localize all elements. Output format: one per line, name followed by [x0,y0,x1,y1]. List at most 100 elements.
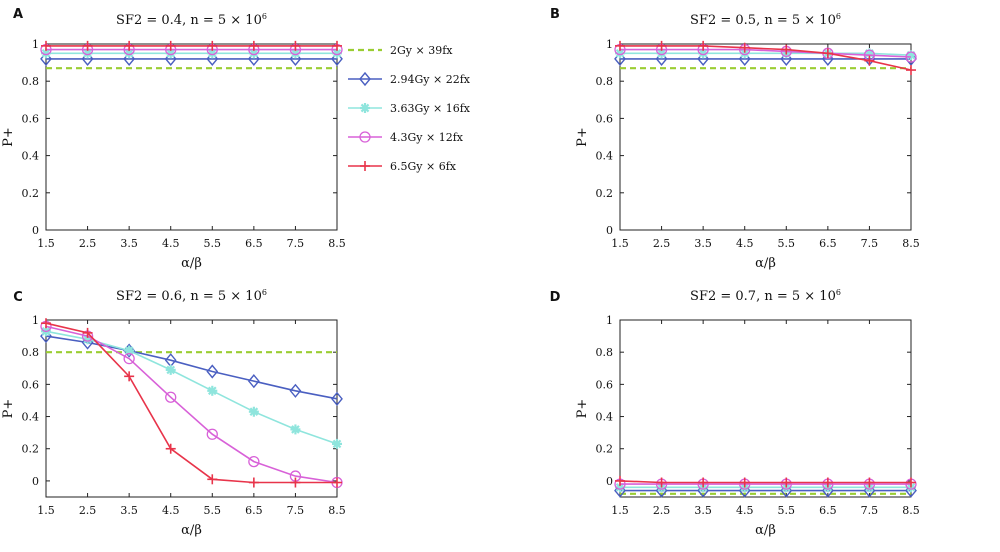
x-tick-label: 3.5 [120,504,138,517]
data-point [290,477,301,488]
series-line [619,480,911,484]
data-point [165,40,176,51]
x-tick-label: 7.5 [861,504,879,517]
x-tick-label: 6.5 [245,237,263,250]
x-tick-label: 4.5 [736,504,754,517]
chart-title: SF2 = 0.7, n = 5 × 106 [690,288,841,304]
plot-frame [619,43,912,231]
panel-letter: C [13,290,23,305]
data-point [906,477,916,488]
x-tick-label: 2.5 [653,237,671,250]
data-point [698,477,709,488]
legend-item: 2Gy × 39fx [348,44,453,57]
y-tick-label: 0.2 [22,443,40,456]
data-point [248,455,260,468]
x-tick-label: 8.5 [902,237,920,250]
x-tick-label: 1.5 [611,504,629,517]
x-axis-label: α/β [755,523,776,538]
series-6-5gy [615,475,916,488]
plot-frame [45,319,338,498]
x-axis-label: α/β [755,256,776,271]
x-tick-label: 7.5 [287,504,305,517]
x-tick-label: 5.5 [204,237,222,250]
x-tick-label: 6.5 [245,504,263,517]
data-point [165,391,177,403]
y-tick-label: 0.4 [22,150,40,163]
series-line [620,48,912,58]
chart-title-sup: 6 [262,12,267,21]
data-point [41,40,51,51]
chart-title-main: SF2 = 0.4, n = 5 × 10 [116,13,262,28]
chart-title-main: SF2 = 0.7, n = 5 × 10 [690,289,836,304]
data-point [656,477,667,488]
y-tick-label: 0.4 [22,411,40,424]
x-tick-label: 7.5 [861,237,879,250]
plot-frame [619,319,912,498]
data-point [906,65,916,76]
chart-title: SF2 = 0.6, n = 5 × 106 [116,288,267,304]
data-point [248,40,259,51]
data-point [864,55,875,66]
data-point [124,371,135,382]
data-point [781,44,792,55]
y-tick-label: 0.6 [596,378,614,391]
data-point [82,327,93,338]
x-tick-label: 2.5 [79,504,97,517]
data-point [206,364,219,379]
y-tick-label: 0.4 [596,150,614,163]
data-point [41,318,51,329]
y-tick-label: 0.4 [596,411,614,424]
data-point [207,474,218,485]
x-tick-label: 3.5 [694,504,712,517]
chart-title-main: SF2 = 0.6, n = 5 × 10 [116,289,262,304]
data-point [332,438,342,449]
x-axis-label: α/β [181,523,202,538]
y-tick-label: 0.2 [596,443,614,456]
y-tick-label: 1 [32,38,39,51]
data-point [864,477,875,488]
y-axis-label: P+ [575,127,590,147]
data-point [332,40,342,51]
legend-label: 3.63Gy × 16fx [390,102,471,115]
x-tick-label: 5.5 [778,237,796,250]
x-tick-label: 8.5 [328,504,346,517]
panel-letter: B [550,7,560,22]
x-tick-label: 1.5 [37,504,55,517]
x-tick-label: 5.5 [204,504,222,517]
series-line [620,45,912,71]
panel-c: C SF2 = 0.6, n = 5 × 106 0 0.2 0.4 0.6 0.8 1 1.5… [1,288,346,538]
data-point [123,352,135,365]
panel-b: B SF2 = 0.5, n = 5 × 106 0 0.2 0.4 0.6 0.8 1 1.5… [550,7,920,271]
x-tick-label: 1.5 [611,237,629,250]
x-tick-label: 6.5 [819,504,837,517]
y-tick-label: 1 [32,314,39,327]
panel-letter: D [550,290,561,305]
x-tick-label: 5.5 [778,504,796,517]
y-tick-label: 0.2 [22,187,40,200]
y-axis-label: P+ [1,127,16,147]
data-point [781,477,792,488]
data-point [332,477,342,488]
y-tick-label: 0 [606,475,613,488]
x-tick-label: 8.5 [328,237,346,250]
data-point [822,48,833,59]
legend-marker [359,131,371,143]
data-point [290,40,301,51]
series-6-5gy [41,318,342,488]
legend-label: 6.5Gy × 6fx [390,160,457,173]
data-point [82,40,93,51]
y-axis-label: P+ [575,399,590,419]
y-tick-label: 0.8 [596,75,614,88]
data-point [656,40,667,51]
legend-label: 4.3Gy × 12fx [390,131,464,144]
data-point [124,345,135,356]
data-point [739,477,750,488]
x-tick-label: 4.5 [736,237,754,250]
series-line [45,325,338,484]
panel-d: D SF2 = 0.7, n = 5 × 106 0 0.2 0.4 0.6 0.8 1 1.5… [550,288,920,538]
y-tick-label: 0.6 [22,378,40,391]
chart-title: SF2 = 0.5, n = 5 × 106 [690,12,841,28]
chart-title-sup: 6 [836,12,841,21]
x-tick-label: 4.5 [162,237,180,250]
